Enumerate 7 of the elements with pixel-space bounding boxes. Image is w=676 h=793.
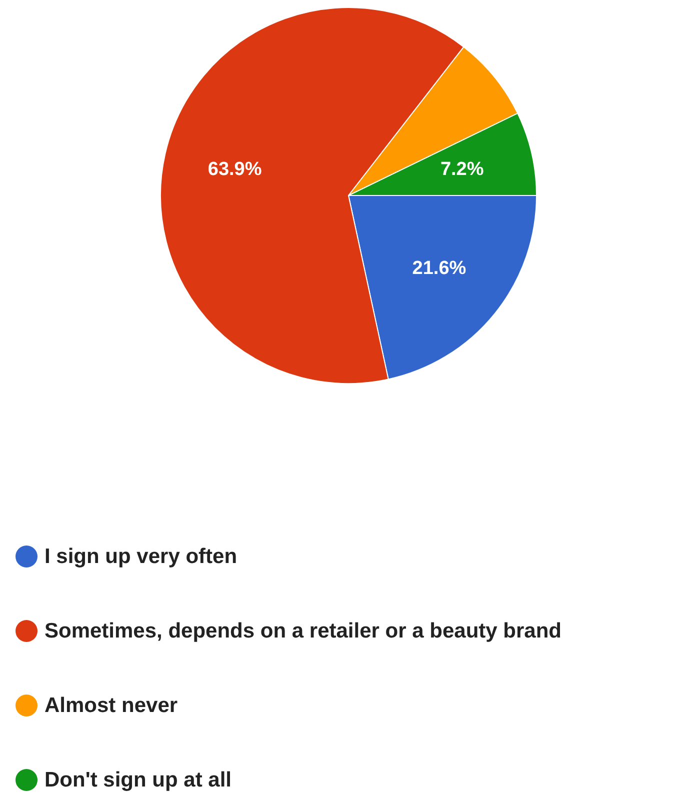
legend-label: I sign up very often (44, 545, 238, 568)
legend-label: Don't sign up at all (44, 768, 232, 792)
legend-label: Almost never (44, 694, 178, 717)
legend-label: Sometimes, depends on a retailer or a beauty brand (44, 620, 562, 642)
data-label: 7.2% (440, 158, 484, 180)
data-label: 21.6% (412, 258, 466, 280)
data-label: 63.9% (208, 159, 262, 180)
